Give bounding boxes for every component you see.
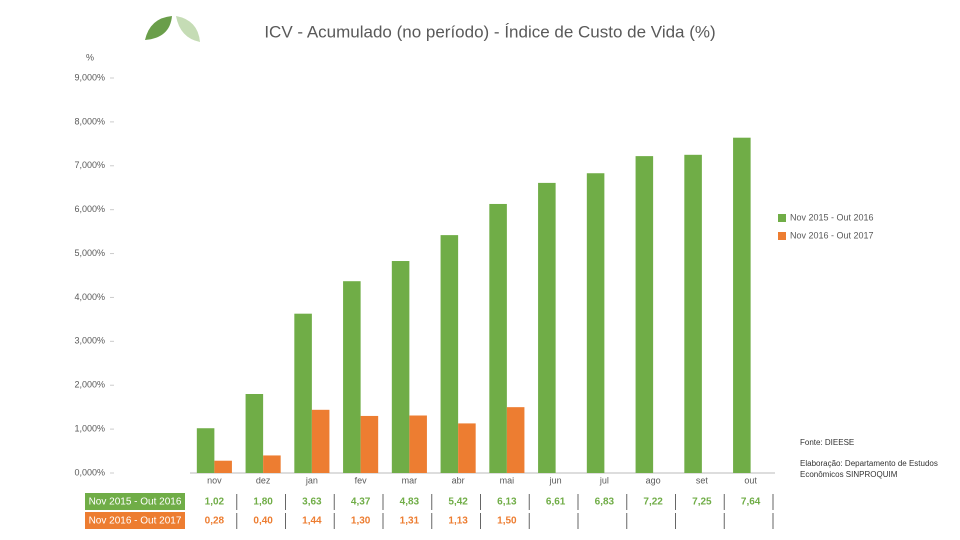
legend-label: Nov 2016 - Out 2017 bbox=[790, 230, 874, 240]
bar bbox=[458, 423, 476, 473]
table-value: 3,63 bbox=[302, 497, 322, 508]
x-tick-label: nov bbox=[207, 475, 222, 485]
bar bbox=[440, 235, 459, 473]
bar bbox=[733, 137, 751, 473]
table-value: 1,50 bbox=[497, 516, 517, 527]
table-value: 1,31 bbox=[400, 516, 420, 527]
bar bbox=[635, 156, 654, 473]
table-value: 7,22 bbox=[643, 497, 663, 508]
x-tick-label: jul bbox=[599, 475, 609, 485]
bar bbox=[311, 409, 330, 473]
y-tick-label: 8,000% bbox=[74, 116, 105, 126]
bar bbox=[538, 182, 556, 473]
x-tick-label: mai bbox=[500, 475, 515, 485]
y-tick-label: 5,000% bbox=[74, 248, 105, 258]
bar bbox=[343, 281, 361, 473]
bar bbox=[360, 415, 379, 473]
bar bbox=[263, 455, 281, 473]
bar bbox=[245, 394, 264, 473]
y-tick-label: 2,000% bbox=[74, 380, 105, 390]
bar bbox=[489, 203, 507, 473]
y-tick-label: 0,000% bbox=[74, 467, 105, 477]
table-value: 0,28 bbox=[205, 516, 225, 527]
x-tick-label: mar bbox=[402, 475, 418, 485]
table-value: 7,64 bbox=[741, 497, 761, 508]
table-header-cell bbox=[85, 493, 185, 510]
x-tick-label: jun bbox=[549, 475, 562, 485]
table-value: 4,37 bbox=[351, 497, 371, 508]
table-value: 5,42 bbox=[448, 497, 468, 508]
note: Elaboração: Departamento de Estudos Econ… bbox=[800, 459, 938, 479]
table-value: 1,30 bbox=[351, 516, 371, 527]
table-header: Nov 2015 - Out 2016 bbox=[89, 497, 182, 508]
y-tick-label: 1,000% bbox=[74, 423, 105, 433]
bar bbox=[506, 407, 525, 473]
bar bbox=[196, 428, 215, 473]
table-value: 1,02 bbox=[205, 497, 225, 508]
x-tick-label: out bbox=[744, 475, 757, 485]
table-value: 6,83 bbox=[595, 497, 615, 508]
logo bbox=[145, 16, 200, 42]
table-value: 6,61 bbox=[546, 497, 566, 508]
table-value: 6,13 bbox=[497, 497, 517, 508]
x-tick-label: ago bbox=[646, 475, 661, 485]
table-value: 4,83 bbox=[400, 497, 420, 508]
x-tick-label: fev bbox=[355, 475, 368, 485]
y-tick-label: 6,000% bbox=[74, 204, 105, 214]
table-value: 1,13 bbox=[448, 516, 468, 527]
table-value: 1,44 bbox=[302, 516, 322, 527]
bar bbox=[684, 154, 702, 474]
legend-label: Nov 2015 - Out 2016 bbox=[790, 212, 874, 222]
x-tick-label: dez bbox=[256, 475, 271, 485]
legend-swatch bbox=[778, 232, 786, 240]
legend-swatch bbox=[778, 214, 786, 222]
table-header-cell bbox=[85, 512, 185, 529]
chart-title: ICV - Acumulado (no período) - Índice de… bbox=[264, 22, 715, 41]
bar bbox=[409, 415, 427, 473]
x-tick-label: abr bbox=[452, 475, 465, 485]
y-axis-label: % bbox=[86, 52, 94, 62]
y-tick-label: 9,000% bbox=[74, 72, 105, 82]
bar bbox=[294, 313, 312, 473]
table-value: 1,80 bbox=[253, 497, 273, 508]
y-tick-label: 7,000% bbox=[74, 160, 105, 170]
table-value: 0,40 bbox=[253, 516, 273, 527]
table-header: Nov 2016 - Out 2017 bbox=[89, 516, 182, 527]
x-tick-label: jan bbox=[305, 475, 318, 485]
bar bbox=[214, 460, 232, 473]
y-tick-label: 3,000% bbox=[74, 336, 105, 346]
y-tick-label: 4,000% bbox=[74, 292, 105, 302]
bar bbox=[391, 261, 410, 473]
bar bbox=[586, 173, 605, 473]
table-value: 7,25 bbox=[692, 497, 712, 508]
source: Fonte: DIEESE bbox=[800, 438, 855, 447]
x-tick-label: set bbox=[696, 475, 709, 485]
